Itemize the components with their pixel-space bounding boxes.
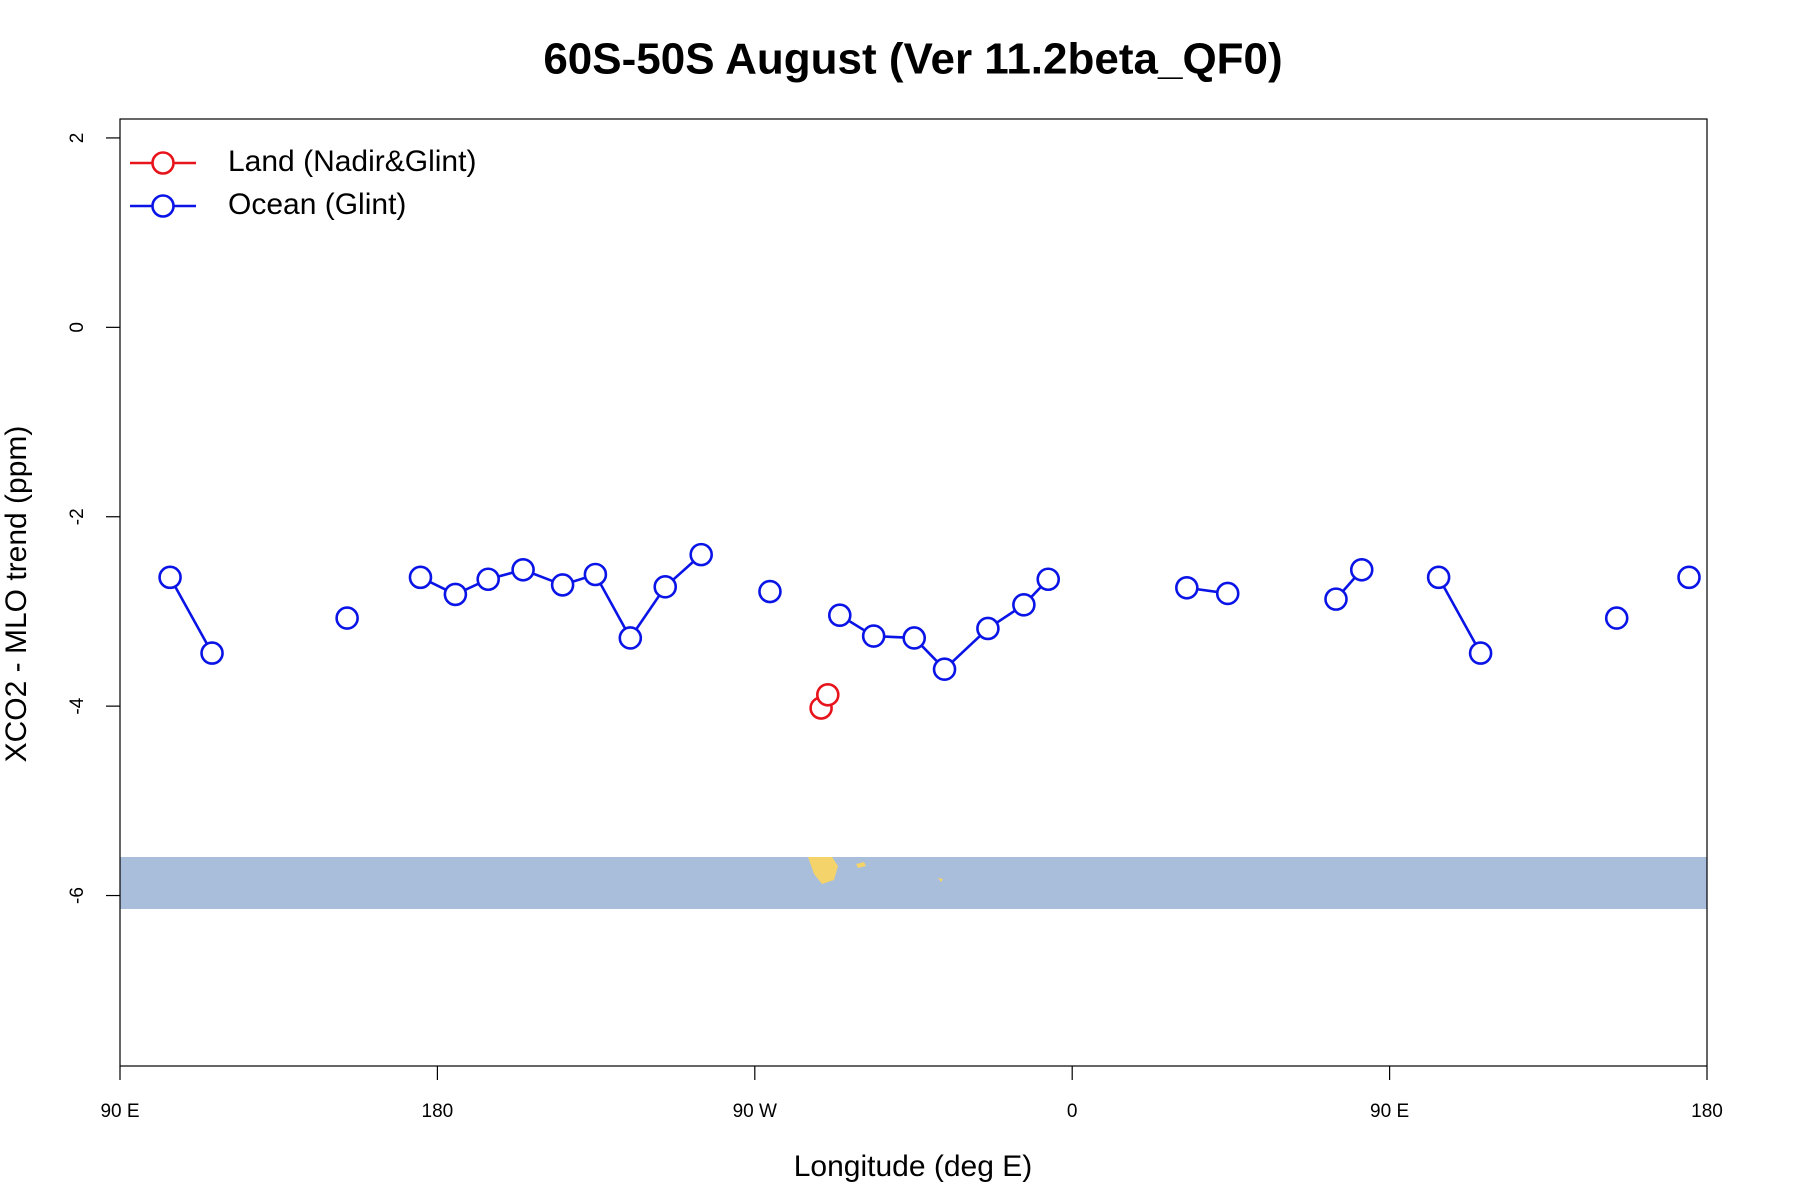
y-tick-label: -6 <box>67 887 88 904</box>
point <box>1012 593 1036 617</box>
point <box>1604 606 1629 630</box>
legend-label: Land (Nadir&Glint) <box>228 145 476 178</box>
point <box>816 682 840 707</box>
point <box>902 626 927 650</box>
point <box>158 565 182 590</box>
y-axis-label: XCO2 - MLO trend (ppm) <box>0 426 33 763</box>
point <box>653 575 678 599</box>
x-tick-label: 90 W <box>733 1101 777 1122</box>
point <box>583 562 608 587</box>
y-tick-label: -2 <box>67 508 88 525</box>
legend-marker <box>151 151 175 175</box>
point <box>476 567 500 592</box>
point <box>976 616 1000 641</box>
x-tick-label: 90 E <box>1370 1101 1409 1122</box>
x-tick-label: 180 <box>1691 1101 1723 1122</box>
point <box>335 606 359 630</box>
point <box>861 624 886 648</box>
point <box>550 573 575 597</box>
x-tick-label: 90 E <box>100 1101 139 1122</box>
point <box>1324 587 1348 611</box>
point <box>689 542 713 567</box>
y-tick-label: 0 <box>67 322 88 333</box>
y-tick-label: -4 <box>67 697 88 714</box>
point <box>1349 557 1374 582</box>
point <box>1468 641 1493 665</box>
legend-label: Ocean (Glint) <box>228 188 406 221</box>
map-strip <box>120 857 1707 909</box>
x-tick-label: 0 <box>1067 1101 1078 1122</box>
chart-title: 60S-50S August (Ver 11.2beta_QF0) <box>543 35 1282 84</box>
y-tick-label: 2 <box>67 133 88 144</box>
point <box>408 565 433 590</box>
x-axis-label: Longitude (deg E) <box>794 1150 1033 1183</box>
plot-frame <box>119 118 1708 1067</box>
map-land <box>808 857 838 884</box>
map-land <box>856 862 943 882</box>
series-line <box>170 555 1689 670</box>
point <box>758 579 782 604</box>
point <box>1426 565 1451 590</box>
point <box>1215 581 1240 606</box>
x-tick-label: 180 <box>422 1101 454 1122</box>
point <box>511 557 535 582</box>
point <box>932 657 957 682</box>
point <box>200 641 224 665</box>
legend-marker <box>151 194 175 218</box>
point <box>1036 567 1061 592</box>
point <box>827 603 852 628</box>
point <box>1175 575 1199 600</box>
point <box>618 626 643 650</box>
point <box>1677 565 1701 590</box>
point <box>443 582 468 607</box>
